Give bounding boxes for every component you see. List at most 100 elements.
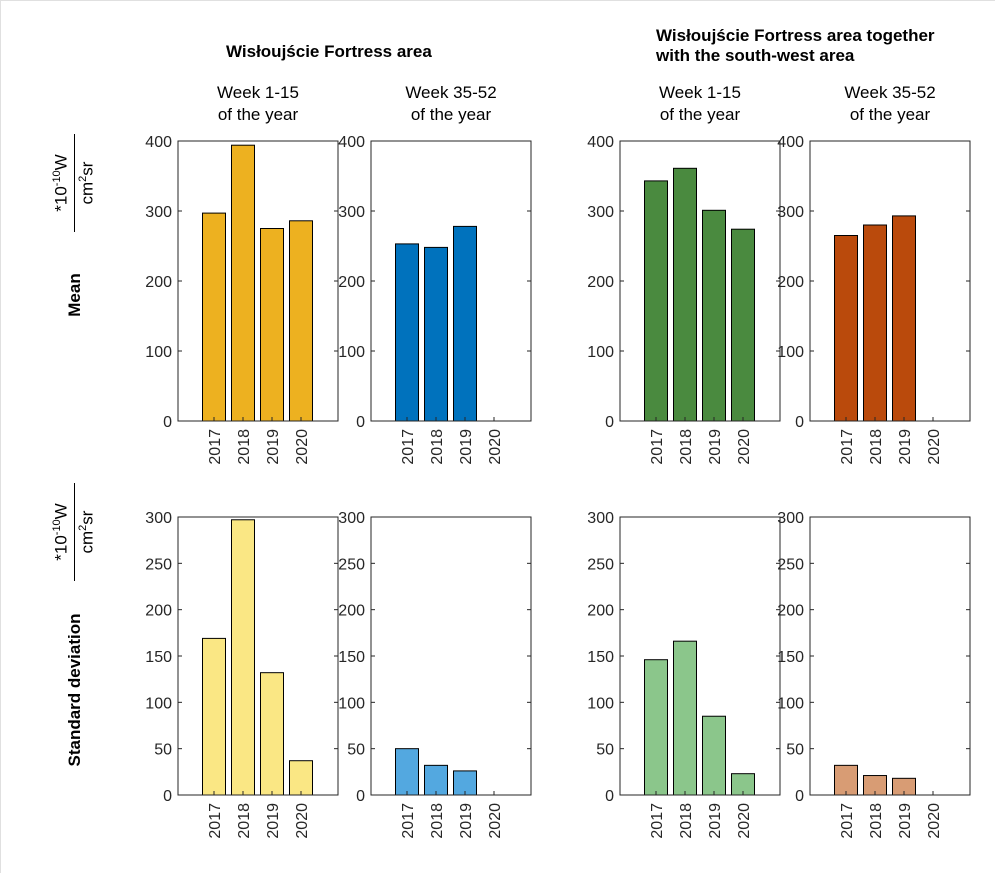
- x-tick-label-2017: 2017: [649, 429, 666, 465]
- x-tick-label-2018: 2018: [236, 429, 253, 465]
- bar-2019: [702, 209, 726, 422]
- x-tick-label-2020: 2020: [487, 803, 504, 839]
- y-tick-label: 0: [605, 414, 614, 431]
- x-tick-label-2019: 2019: [265, 803, 282, 839]
- bar-2020: [289, 760, 313, 796]
- bar-2018: [863, 224, 887, 422]
- x-tick-label-2019: 2019: [458, 429, 475, 465]
- x-tick-label-2020: 2020: [736, 429, 753, 465]
- y-tick-label: 0: [605, 788, 614, 805]
- y-tick-label: 0: [356, 788, 365, 805]
- x-tick-label-2020: 2020: [736, 803, 753, 839]
- y-tick-label: 100: [145, 695, 172, 712]
- group-title-fortress: Wisłoujście Fortress area: [226, 42, 432, 61]
- x-tick-label-2017: 2017: [207, 429, 224, 465]
- y-tick-label: 400: [587, 134, 614, 151]
- y-tick-label: 250: [587, 556, 614, 573]
- bar-2018: [673, 167, 697, 422]
- y-tick-label: 200: [777, 603, 804, 620]
- x-tick-label-2018: 2018: [678, 803, 695, 839]
- y-tick-label: 100: [145, 344, 172, 361]
- x-tick-label-2017: 2017: [839, 429, 856, 465]
- bar-2018: [231, 144, 255, 422]
- x-tick-label-2018: 2018: [868, 803, 885, 839]
- axes-box: [809, 516, 971, 796]
- y-tick-label: 100: [587, 344, 614, 361]
- y-tick-label: 50: [786, 742, 804, 759]
- y-tick-label: 300: [338, 510, 365, 527]
- x-tick-label-2018: 2018: [678, 429, 695, 465]
- subtitle-line: Week 1-15: [659, 83, 741, 102]
- y-tick-label: 100: [338, 695, 365, 712]
- subtitle-line: of the year: [410, 105, 492, 124]
- bar-2019: [453, 225, 477, 422]
- bar-2019: [892, 215, 916, 422]
- subtitle-line: Week 35-52: [844, 83, 936, 102]
- y-tick-label: 250: [145, 556, 172, 573]
- group-title-fortress-southwest-line2: with the south-west area: [656, 46, 855, 65]
- panel-subtitle-4: Week 35-52 of the year: [810, 82, 970, 126]
- x-tick-label-2020: 2020: [294, 429, 311, 465]
- y-tick-label: 0: [795, 414, 804, 431]
- y-tick-label: 150: [145, 649, 172, 666]
- x-tick-label-2020: 2020: [294, 803, 311, 839]
- x-tick-label-2017: 2017: [400, 803, 417, 839]
- y-tick-label: 400: [145, 134, 172, 151]
- bar-2018: [424, 764, 448, 796]
- x-tick-label-2018: 2018: [868, 429, 885, 465]
- y-tick-label: 200: [338, 274, 365, 291]
- bar-2017: [395, 748, 419, 796]
- x-tick-label-2019: 2019: [265, 429, 282, 465]
- x-tick-label-2018: 2018: [236, 803, 253, 839]
- y-tick-label: 300: [587, 510, 614, 527]
- x-tick-label-2019: 2019: [707, 429, 724, 465]
- y-tick-label: 200: [587, 603, 614, 620]
- y-tick-label: 300: [777, 204, 804, 221]
- y-tick-label: 0: [795, 788, 804, 805]
- x-tick-label-2017: 2017: [839, 803, 856, 839]
- y-tick-label: 0: [356, 414, 365, 431]
- x-tick-label-2017: 2017: [649, 803, 666, 839]
- bar-2019: [260, 228, 284, 422]
- y-tick-label: 150: [777, 649, 804, 666]
- x-tick-label-2018: 2018: [429, 803, 446, 839]
- y-tick-label: 200: [145, 603, 172, 620]
- bar-2018: [424, 246, 448, 422]
- bar-2018: [231, 519, 255, 796]
- y-tick-label: 200: [338, 603, 365, 620]
- x-tick-label-2020: 2020: [487, 429, 504, 465]
- y-tick-label: 250: [777, 556, 804, 573]
- y-tick-label: 100: [777, 695, 804, 712]
- y-tick-label: 300: [587, 204, 614, 221]
- bar-2018: [673, 640, 697, 796]
- subtitle-line: Week 35-52: [405, 83, 497, 102]
- x-tick-label-2019: 2019: [897, 803, 914, 839]
- bar-2020: [731, 228, 755, 422]
- y-tick-label: 100: [587, 695, 614, 712]
- bar-2017: [834, 764, 858, 796]
- subtitle-line: of the year: [217, 105, 299, 124]
- y-tick-label: 300: [777, 510, 804, 527]
- bar-2017: [395, 243, 419, 422]
- y-tick-label: 100: [777, 344, 804, 361]
- y-tick-label: 250: [338, 556, 365, 573]
- group-title-fortress-southwest-line1: Wisłoujście Fortress area together: [656, 26, 935, 45]
- y-tick-label: 50: [596, 742, 614, 759]
- panel-subtitle-2: Week 35-52 of the year: [371, 82, 531, 126]
- y-tick-label: 100: [338, 344, 365, 361]
- x-tick-label-2019: 2019: [458, 803, 475, 839]
- y-tick-label: 300: [145, 510, 172, 527]
- y-tick-label: 300: [338, 204, 365, 221]
- x-tick-label-2019: 2019: [897, 429, 914, 465]
- y-tick-label: 200: [145, 274, 172, 291]
- y-tick-label: 400: [338, 134, 365, 151]
- panel-subtitle-3: Week 1-15 of the year: [620, 82, 780, 126]
- y-tick-label: 200: [777, 274, 804, 291]
- bar-2017: [202, 637, 226, 796]
- y-tick-label: 50: [154, 742, 172, 759]
- y-tick-label: 50: [347, 742, 365, 759]
- bar-2017: [202, 212, 226, 422]
- x-tick-label-2017: 2017: [400, 429, 417, 465]
